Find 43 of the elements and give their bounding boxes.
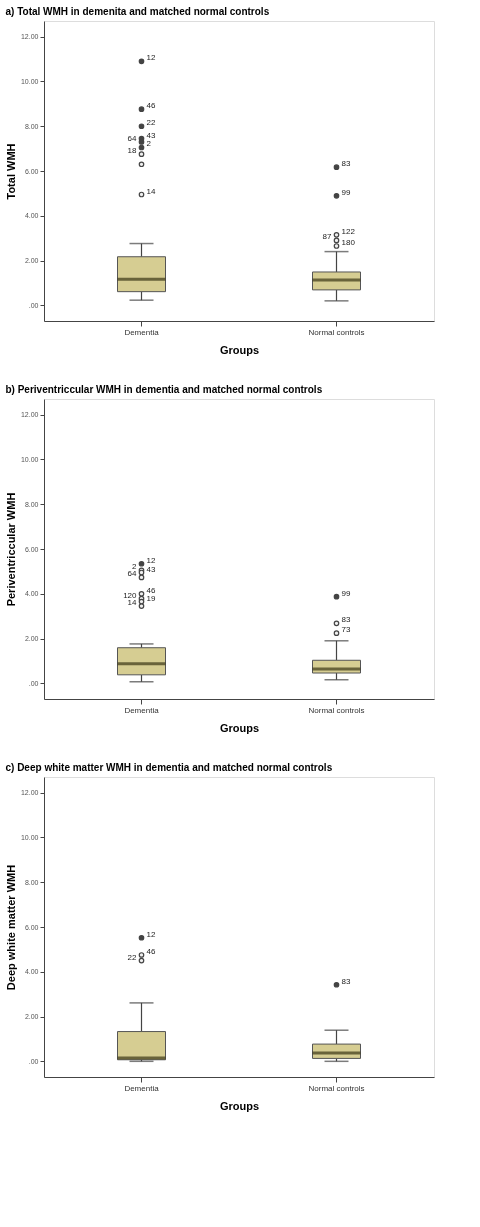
annotation: 14	[146, 186, 156, 196]
y-axis-title: Total WMH	[4, 143, 17, 200]
annotation: 19	[146, 593, 156, 603]
annotation: 180	[341, 238, 356, 247]
annotation: 83	[341, 615, 351, 625]
x-tick-label: Dementia	[124, 705, 160, 715]
annotation: 99	[341, 187, 351, 197]
x-tick-label: Dementia	[124, 327, 160, 337]
x-tick-label: Normal controls	[308, 705, 365, 715]
annotation: 73	[341, 625, 351, 635]
annotation: 64	[127, 569, 138, 579]
annotation: 87	[322, 232, 333, 242]
annotation: 120	[123, 590, 138, 600]
chart-title: c) Deep white matter WMH in dementia and matched normal controls	[5, 762, 333, 773]
chart-title: b) Periventriccular WMH in dementia and matched normal controls	[5, 384, 323, 395]
annotation: 18	[127, 146, 138, 156]
y-axis-title: Periventriccular WMH	[4, 492, 17, 607]
annotation: 2	[132, 562, 138, 572]
annotation: 43	[146, 564, 156, 574]
annotation: 64	[127, 133, 138, 143]
annotation: 43	[146, 130, 156, 140]
annotation: 12	[146, 929, 156, 939]
annotation: 83	[341, 976, 351, 986]
chart-title: a) Total WMH in demenita and matched normal controls	[5, 6, 270, 17]
x-tick-label: Dementia	[124, 1083, 160, 1093]
x-axis-title: Groups	[219, 343, 260, 356]
annotation: 22	[146, 118, 156, 128]
annotation: 122	[341, 226, 356, 236]
annotation: 46	[146, 101, 156, 111]
annotation: 12	[146, 53, 156, 63]
annotation: 83	[341, 159, 351, 169]
x-tick-label: Normal controls	[308, 1083, 365, 1093]
annotation: 14	[127, 598, 138, 608]
annotation: 22	[127, 952, 138, 962]
x-tick-label: Normal controls	[308, 327, 365, 337]
annotation: 99	[341, 588, 351, 598]
x-axis-title: Groups	[219, 721, 260, 734]
annotation: 46	[146, 946, 156, 956]
y-axis-title: Deep white matter WMH	[4, 864, 17, 991]
x-axis-title: Groups	[219, 1099, 260, 1112]
annotation: 12	[146, 555, 156, 565]
annotation: 46	[146, 585, 156, 595]
annotation: 2	[146, 139, 152, 149]
